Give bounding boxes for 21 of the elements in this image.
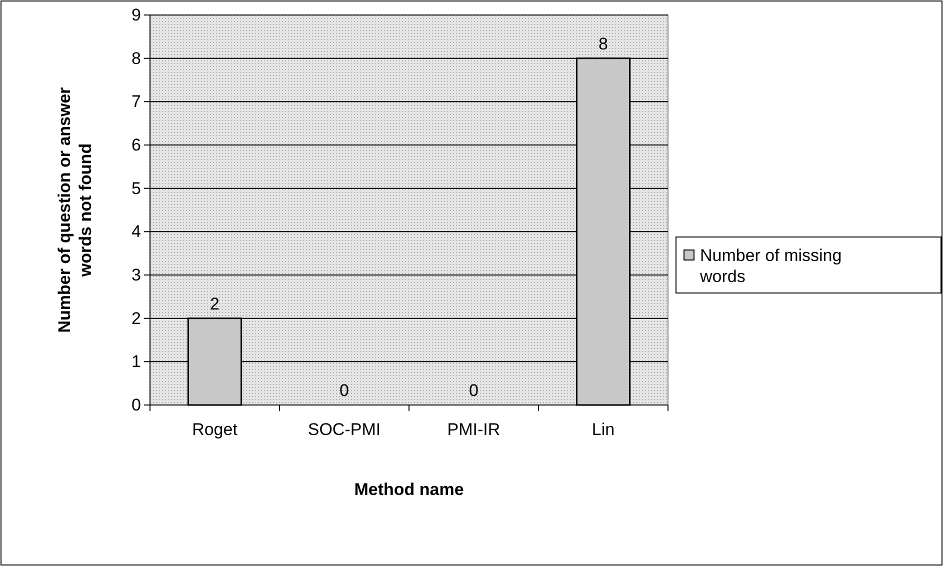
y-tick-label: 0	[132, 395, 141, 414]
y-tick-label: 8	[132, 48, 141, 68]
y-tick-label: 4	[132, 222, 141, 242]
x-tick-label: Lin	[592, 420, 615, 439]
y-axis-title: Number of question or answer words not found	[55, 86, 95, 333]
y-tick-label: 6	[132, 135, 141, 154]
data-label: 2	[210, 294, 220, 314]
x-tick-label: PMI-IR	[447, 420, 500, 439]
x-tick-label: Roget	[192, 420, 238, 439]
legend-label: Number of missing words	[699, 246, 842, 286]
data-label: 0	[340, 381, 349, 400]
y-tick-label: 1	[132, 352, 141, 372]
y-tick-label: 3	[132, 265, 141, 284]
x-axis-title: Method name	[354, 480, 464, 499]
y-tick-label: 7	[132, 92, 141, 112]
y-tick-label: 9	[132, 5, 141, 24]
x-tick-label: SOC-PMI	[308, 420, 381, 439]
y-tick-label: 2	[132, 308, 141, 328]
y-tick-label: 5	[132, 178, 141, 198]
data-label: 0	[469, 381, 478, 400]
data-label: 8	[598, 34, 608, 54]
